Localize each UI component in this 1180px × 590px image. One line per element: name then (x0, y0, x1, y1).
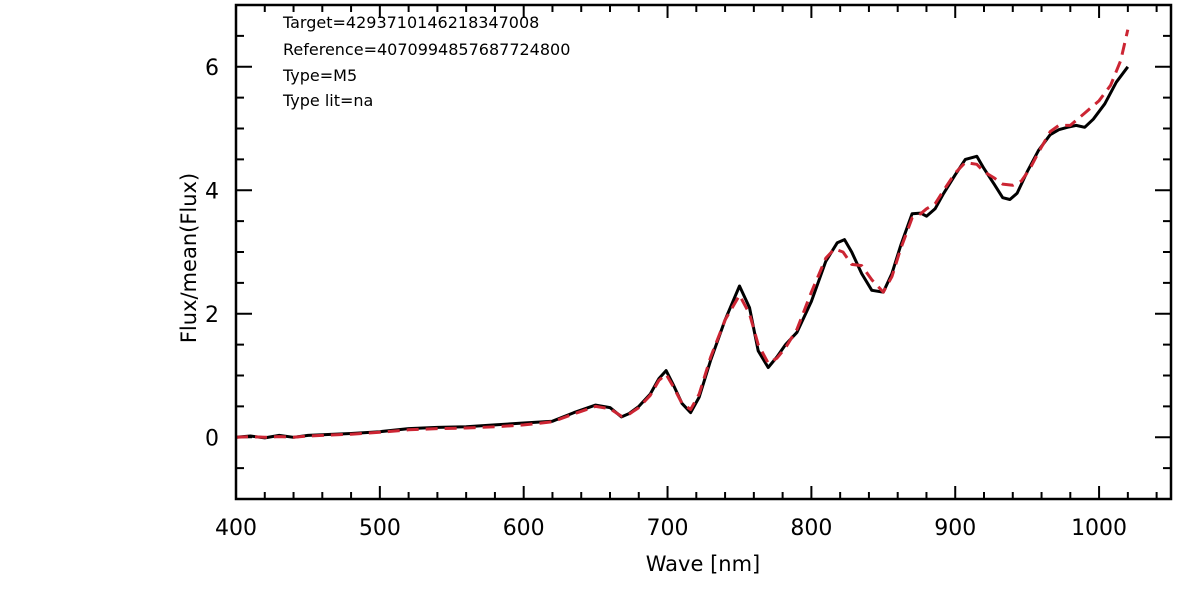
reference-spectrum-line (235, 29, 1130, 439)
x-tick-label: 1000 (1071, 516, 1127, 541)
y-tick-label: 0 (205, 426, 219, 451)
x-tick-label: 900 (934, 516, 976, 541)
target-spectrum-line (235, 65, 1130, 440)
y-tick-labels: 0 2 4 6 (205, 56, 219, 452)
axes-ticks (235, 4, 1171, 500)
annotation-type: Type=M5 (282, 66, 357, 85)
series-layer (235, 29, 1130, 440)
x-axis-title: Wave [nm] (646, 552, 760, 576)
y-axis-title: Flux/mean(Flux) (177, 173, 201, 343)
x-tick-label: 700 (647, 516, 689, 541)
plot-frame (234, 3, 1173, 501)
y-tick-label: 6 (205, 56, 219, 81)
x-tick-label: 800 (790, 516, 832, 541)
x-tick-labels: 400 500 600 700 800 900 1000 (215, 516, 1127, 541)
y-tick-label: 4 (205, 179, 219, 204)
x-tick-label: 400 (215, 516, 257, 541)
annotation-reference: Reference=4070994857687724800 (283, 40, 570, 59)
x-tick-label: 600 (503, 516, 545, 541)
y-tick-label: 2 (205, 303, 219, 328)
x-tick-label: 500 (359, 516, 401, 541)
annotation-target: Target=4293710146218347008 (282, 13, 539, 32)
annotation-type-lit: Type lit=na (282, 91, 373, 110)
